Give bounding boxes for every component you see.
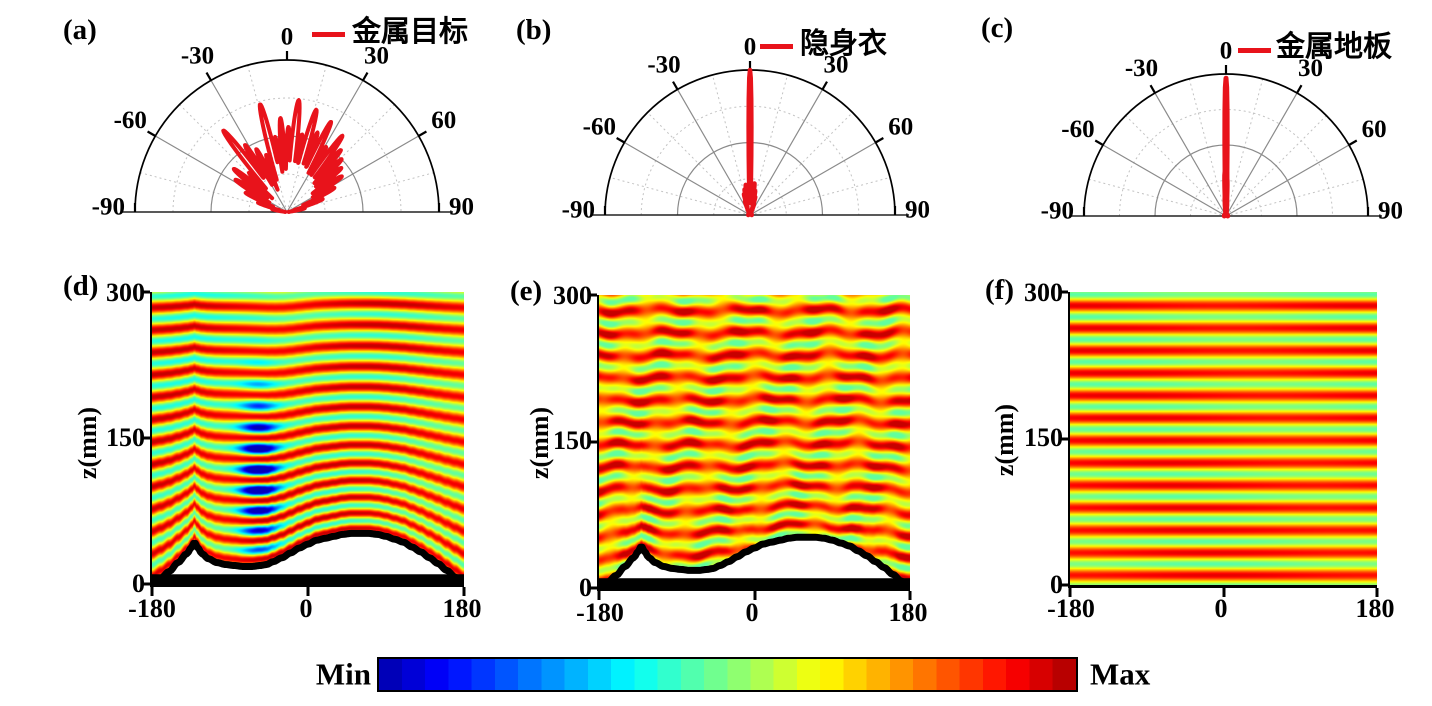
panel-label-b: (b) [516,14,552,46]
xtick-mark [306,587,310,596]
heatmap-e-field [599,295,910,588]
ytick-label: 150 [553,426,592,455]
panel-label-f: (f) [985,274,1014,306]
ytick-mark [141,290,150,294]
panel-label-d: (d) [63,270,99,302]
xtick-mark [462,587,466,596]
xtick-label: -180 [576,598,624,627]
heatmap-e-frame [588,293,912,600]
y-axis-title: z(mm) [525,406,554,480]
polar-chart-metal-ground [1040,14,1432,229]
legend-label-cloak: 隐身衣 [800,28,888,60]
heatmap-d-field [152,292,464,584]
ytick-label: 300 [106,278,145,307]
colorbar-max-label: Max [1090,656,1151,692]
xtick-mark [1068,588,1072,597]
ytick-mark [141,436,150,440]
xtick-mark [597,591,601,600]
colorbar-gradient [379,659,1076,690]
ytick-mark [1059,290,1068,294]
legend-line-metal-target [312,32,345,37]
legend-label-metal-ground: 金属地板 [1276,31,1393,63]
heatmap-f-field [1070,292,1377,585]
ytick-label: 300 [553,281,592,310]
legend-line-metal-ground [1238,48,1271,53]
xtick-mark [753,591,756,600]
xtick-label: 0 [299,594,313,623]
legend-line-cloak [760,44,793,49]
ytick-label: 0 [579,573,592,602]
ytick-label: 150 [1024,423,1063,452]
colorbar [377,657,1078,692]
xtick-label: 180 [888,598,928,627]
xtick-label: 0 [1214,594,1228,623]
ytick-mark [1059,437,1068,440]
ytick-label: 300 [1024,278,1063,307]
ytick-mark [1059,583,1068,587]
xtick-mark [150,587,154,596]
y-axis-title: z(mm) [73,406,102,480]
legend-label-metal-target: 金属目标 [352,16,469,48]
xtick-label: 0 [745,598,759,627]
xtick-label: -180 [1047,594,1095,623]
xtick-mark [1222,588,1225,597]
xtick-label: -180 [128,594,176,623]
ytick-mark [588,293,597,297]
heatmap-d-frame [141,290,466,596]
y-axis-title: z(mm) [990,403,1019,477]
ytick-label: 0 [132,569,145,598]
polar-chart-cloak [560,14,990,229]
ytick-mark [141,582,150,586]
heatmap-f-frame [1059,290,1379,597]
ytick-label: 150 [106,423,145,452]
colorbar-min-label: Min [315,656,371,692]
panel-label-e: (e) [510,275,543,307]
ytick-label: 0 [1050,570,1063,599]
xtick-label: 180 [1355,594,1395,623]
polar-chart-metal-target [80,14,500,229]
ytick-mark [588,440,597,443]
xtick-mark [908,591,912,600]
xtick-mark [1375,588,1379,597]
ytick-mark [588,586,597,590]
xtick-label: 180 [442,594,482,623]
